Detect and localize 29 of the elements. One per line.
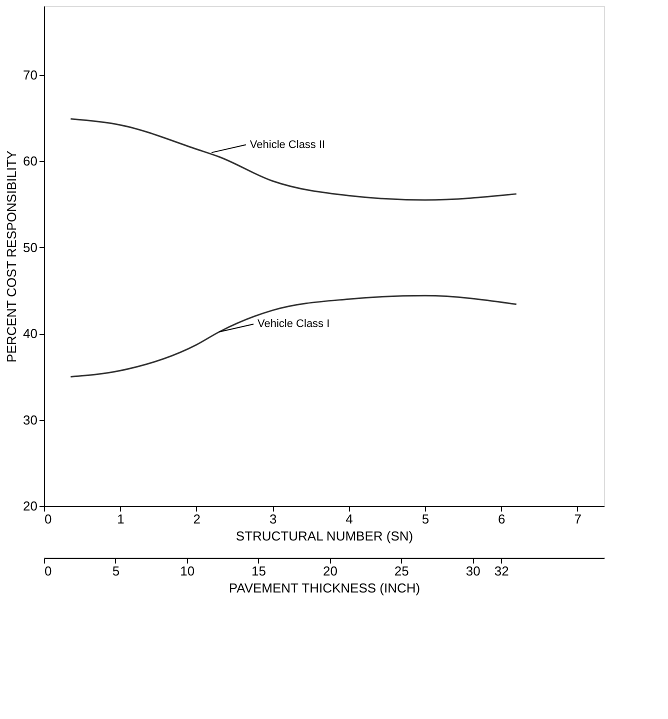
- x2-tick-label: 25: [394, 564, 409, 578]
- x2-tick-label: 20: [322, 564, 338, 578]
- annotation: Vehicle Class I: [258, 318, 330, 330]
- y-axis-title: PERCENT COST RESPONSIBILITY: [4, 150, 20, 362]
- x-tick-label: 0: [44, 512, 52, 526]
- x-axis-title: STRUCTURAL NUMBER (SN): [236, 528, 414, 544]
- x-tick-label: 5: [422, 512, 430, 526]
- x2-tick-label: 30: [466, 564, 480, 578]
- y-tick-label: 40: [23, 326, 38, 342]
- x-tick-label: 4: [346, 512, 353, 526]
- y-tick-label: 30: [23, 412, 38, 428]
- x2-tick-label: 10: [180, 564, 195, 578]
- x-tick-label: 7: [574, 512, 582, 526]
- x-tick-label: 1: [117, 512, 124, 526]
- x-tick-label: 6: [498, 512, 506, 526]
- x2-tick-label: 32: [494, 564, 509, 578]
- y-tick-label: 60: [23, 154, 38, 169]
- x2-tick-label: 5: [112, 564, 120, 578]
- line-series: [70, 118, 518, 201]
- x2-tick-label: 15: [252, 564, 266, 578]
- x2-tick-label: 0: [44, 564, 52, 578]
- y-tick-label: 20: [23, 498, 38, 514]
- y-tick-label: 70: [23, 67, 38, 82]
- x-tick-label: 2: [193, 512, 200, 526]
- line-series: [70, 294, 518, 378]
- y-tick-label: 50: [23, 240, 38, 255]
- x-tick-label: 3: [269, 512, 277, 526]
- x2-axis-title: PAVEMENT THICKNESS (INCH): [228, 580, 420, 596]
- annotation: Vehicle Class II: [250, 138, 326, 151]
